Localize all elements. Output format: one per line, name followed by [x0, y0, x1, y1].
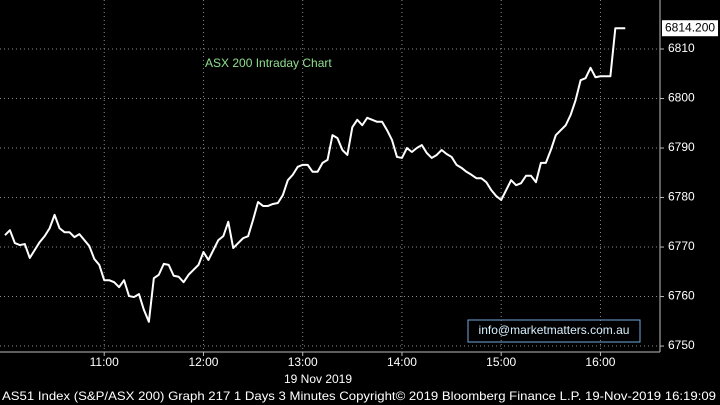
y-tick-label: 6750	[668, 338, 695, 352]
y-tick-label: 6790	[668, 140, 695, 154]
x-tick-label: 13:00	[288, 355, 318, 369]
chart-title: ASX 200 Intraday Chart	[205, 56, 332, 70]
y-tick-label: 6800	[668, 91, 695, 105]
x-tick-label: 12:00	[188, 355, 218, 369]
x-tick-label: 16:00	[585, 355, 615, 369]
footer: AS51 Index (S&P/ASX 200) Graph 217 1 Day…	[2, 389, 716, 403]
y-tick-label: 6760	[668, 289, 695, 303]
annotation-box	[467, 319, 641, 343]
price-line	[4, 27, 626, 323]
last-value-box	[662, 20, 718, 37]
y-tick-label: 6810	[668, 41, 695, 55]
y-tick-label: 6770	[668, 239, 695, 253]
y-tick-label: 6780	[668, 190, 695, 204]
x-tick-label: 15:00	[486, 355, 516, 369]
last-value-label: 6814.200	[665, 20, 715, 34]
x-tick-label: 11:00	[90, 355, 119, 369]
annotation: info@marketmatters.com.au	[479, 323, 630, 337]
x-axis-label: 19 Nov 2019	[284, 372, 352, 386]
x-tick-label: 14:00	[387, 355, 417, 369]
